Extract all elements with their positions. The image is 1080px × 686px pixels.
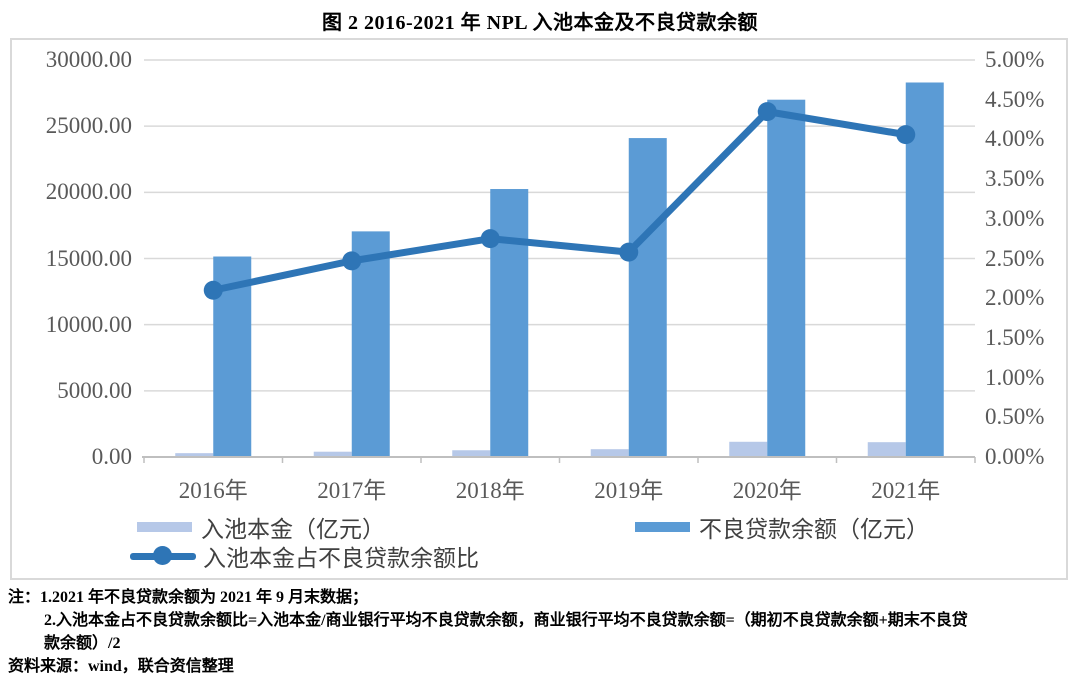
legend-item-ratio: 入池本金占不良贷款余额比 bbox=[130, 543, 479, 571]
source-line: 资料来源：wind，联合资信整理 bbox=[8, 658, 234, 675]
right-axis-tick-label: 1.50% bbox=[985, 324, 1045, 350]
x-axis-category-label: 2021年 bbox=[871, 478, 941, 503]
bar-npl-balance bbox=[905, 82, 944, 457]
bar-pool-principal bbox=[175, 453, 214, 457]
bar-npl-balance bbox=[490, 189, 529, 457]
ratio-marker bbox=[757, 102, 777, 122]
x-axis-category-label: 2017年 bbox=[317, 478, 387, 503]
ratio-marker bbox=[619, 242, 639, 262]
bar-pool-principal bbox=[867, 442, 906, 457]
ratio-line-swatch-marker bbox=[153, 546, 172, 565]
right-axis-tick-label: 3.50% bbox=[985, 166, 1045, 192]
plot-svg bbox=[142, 59, 976, 463]
right-axis-tick-label: 4.00% bbox=[985, 126, 1045, 152]
x-axis-category-label: 2020年 bbox=[732, 478, 802, 503]
right-axis-tick-label: 5.00% bbox=[985, 47, 1045, 72]
left-axis-tick-label: 0.00 bbox=[91, 444, 132, 469]
right-axis-tick-label: 2.50% bbox=[985, 245, 1045, 271]
left-axis-tick-label: 20000.00 bbox=[45, 179, 132, 205]
legend-item-pool-principal: 入池本金（亿元） bbox=[137, 514, 385, 542]
left-axis-tick-label: 30000.00 bbox=[45, 47, 132, 72]
left-axis-tick-label: 25000.00 bbox=[45, 113, 132, 139]
legend-label-pool-principal: 入池本金（亿元） bbox=[201, 517, 385, 542]
left-axis-tick-label: 10000.00 bbox=[45, 311, 132, 337]
left-axis-tick-label: 5000.00 bbox=[57, 377, 132, 403]
ratio-marker bbox=[896, 125, 916, 145]
bar-pool-principal bbox=[452, 450, 491, 457]
ratio-line bbox=[209, 108, 910, 294]
right-axis-tick-label: 0.00% bbox=[985, 444, 1045, 469]
chart-title: 图 2 2016-2021 年 NPL 入池本金及不良贷款余额 bbox=[321, 12, 759, 34]
bar-pool-principal bbox=[590, 449, 629, 457]
legend-label-npl-balance: 不良贷款余额（亿元） bbox=[699, 517, 929, 542]
note-line-3: 款余额）/2 bbox=[44, 635, 121, 652]
chart-area: 30000.00 25000.00 20000.00 15000.00 10000.00… bbox=[10, 38, 1068, 580]
bar-npl-balance bbox=[351, 231, 390, 457]
x-axis-category-label: 2019年 bbox=[594, 478, 664, 503]
legend-item-npl-balance: 不良贷款余额（亿元） bbox=[635, 514, 929, 542]
x-axis-category-label: 2016年 bbox=[178, 478, 248, 503]
ratio-line-swatch bbox=[130, 546, 196, 566]
right-axis-tick-label: 3.00% bbox=[985, 205, 1045, 231]
chart-notes: 注：1.2021 年不良贷款余额为 2021 年 9 月末数据； 2.入池本金占… bbox=[8, 586, 1076, 678]
bar-pool-principal bbox=[313, 451, 352, 457]
left-axis-tick-label: 15000.00 bbox=[45, 245, 132, 271]
right-axis-tick-label: 4.50% bbox=[985, 86, 1045, 112]
ratio-marker bbox=[342, 251, 362, 271]
right-axis-tick-label: 2.00% bbox=[985, 285, 1045, 311]
npl-balance-swatch bbox=[635, 522, 690, 532]
bar-npl-balance bbox=[628, 138, 667, 457]
note-line-2: 2.入池本金占不良贷款余额比=入池本金/商业银行平均不良贷款余额，商业银行平均不… bbox=[44, 612, 968, 629]
bar-pool-principal bbox=[729, 441, 768, 457]
bar-npl-balance bbox=[767, 99, 806, 457]
legend-label-ratio: 入池本金占不良贷款余额比 bbox=[203, 546, 479, 571]
right-axis-tick-label: 0.50% bbox=[985, 404, 1045, 430]
note-line-1: 注：1.2021 年不良贷款余额为 2021 年 9 月末数据； bbox=[8, 589, 369, 606]
ratio-marker bbox=[480, 229, 500, 249]
ratio-marker bbox=[203, 280, 223, 300]
right-axis-tick-label: 1.00% bbox=[985, 364, 1045, 390]
pool-principal-swatch bbox=[137, 522, 192, 532]
x-axis-category-label: 2018年 bbox=[455, 478, 525, 503]
